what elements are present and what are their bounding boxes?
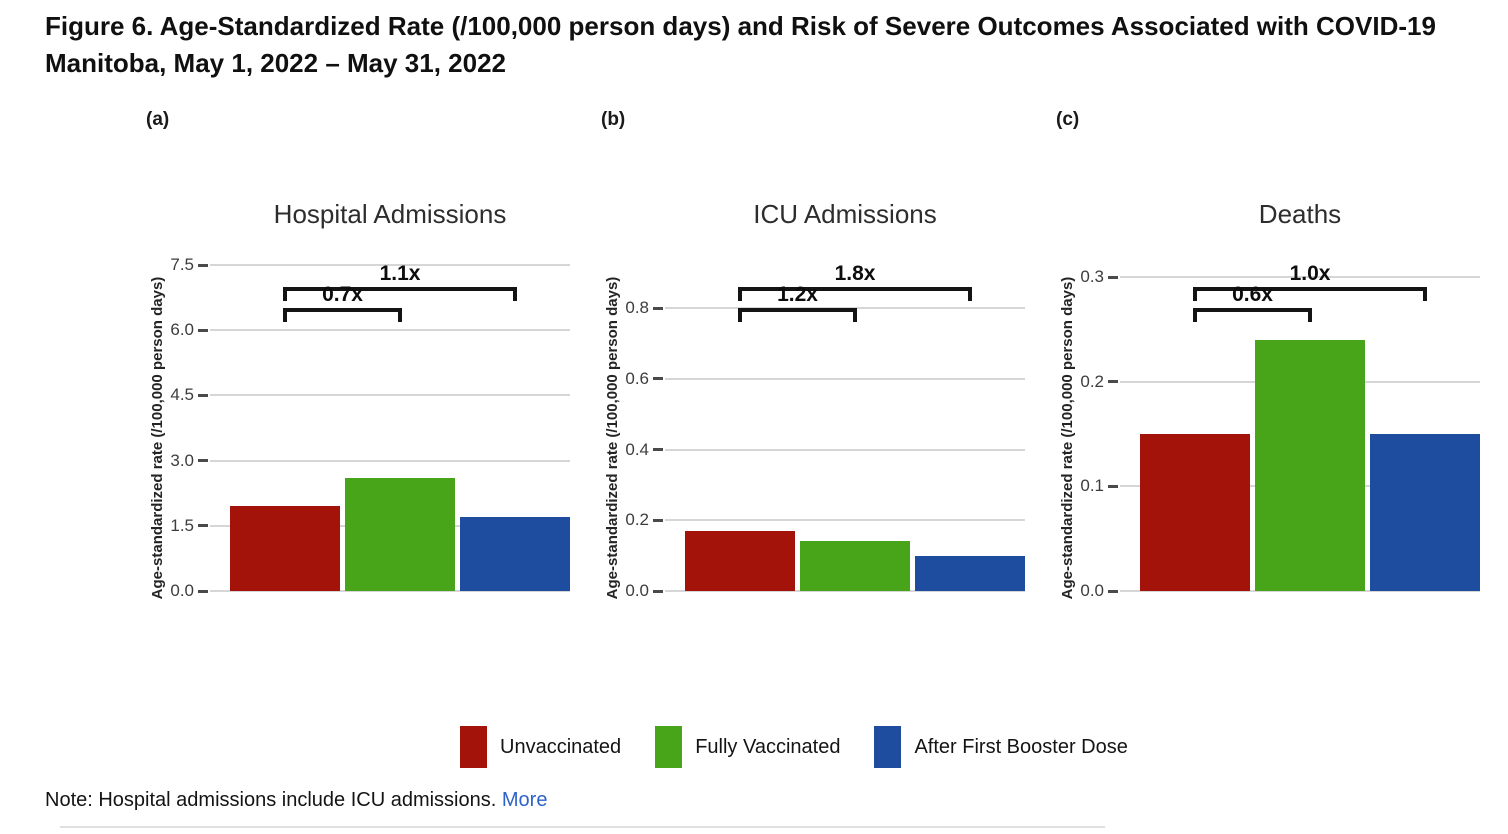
- y-tick-mark: [653, 377, 663, 381]
- legend-item-after-first-booster-dose: After First Booster Dose: [874, 726, 1128, 768]
- gridline: [210, 394, 570, 397]
- y-tick-mark: [198, 393, 208, 397]
- legend-label: After First Booster Dose: [914, 735, 1128, 758]
- figure-title-line2: Manitoba, May 1, 2022 – May 31, 2022: [45, 48, 507, 78]
- risk-ratio-bracket: [283, 308, 402, 322]
- bar-fully-vaccinated: [345, 477, 455, 591]
- y-tick-mark: [198, 524, 208, 528]
- y-tick-mark: [653, 518, 663, 522]
- risk-ratio-label: 0.6x: [1232, 283, 1273, 306]
- y-tick-mark: [198, 459, 208, 463]
- gridline: [210, 590, 570, 592]
- y-tick-label: 1.5: [170, 515, 194, 535]
- risk-ratio-bracket: [1193, 287, 1427, 301]
- y-tick-mark: [653, 589, 663, 593]
- y-tick-label: 0.4: [625, 439, 649, 459]
- risk-ratio-bracket: [1193, 308, 1312, 322]
- bar-after-first-booster-dose: [1370, 434, 1480, 591]
- y-tick-mark: [1108, 380, 1118, 384]
- note-more-link[interactable]: More: [501, 789, 548, 811]
- gridline: [210, 459, 570, 462]
- legend-label: Unvaccinated: [500, 735, 622, 758]
- legend-label: Fully Vaccinated: [695, 735, 841, 758]
- risk-ratio-bracket: [283, 287, 517, 301]
- gridline: [1120, 276, 1480, 278]
- bar-after-first-booster-dose: [460, 517, 570, 591]
- y-tick-label: 4.5: [170, 385, 194, 405]
- y-tick-label: 7.5: [170, 255, 194, 274]
- bar-unvaccinated: [685, 530, 795, 591]
- gridline: [665, 519, 1025, 522]
- bar-unvaccinated: [230, 506, 340, 591]
- y-tick-label: 0.3: [1080, 267, 1104, 286]
- y-tick-label: 3.0: [170, 450, 194, 470]
- y-tick-mark: [1108, 589, 1118, 593]
- gridline: [210, 264, 570, 266]
- chart-panel-b: (b) ICU Admissions Age-standardized rate (…: [585, 105, 1035, 670]
- chart-title-c: Deaths: [1258, 199, 1342, 229]
- y-tick-mark: [198, 328, 208, 332]
- y-tick-mark: [198, 263, 208, 267]
- chart-panel-c: (c) Deaths Age-standardized rate (/100,000…: [1040, 105, 1490, 670]
- legend-swatch-unvaccinated: [460, 726, 487, 768]
- risk-ratio-label: 1.8x: [834, 262, 876, 285]
- y-tick-label: 6.0: [170, 320, 194, 340]
- note-text: Note: Hospital admissions include ICU ad…: [45, 789, 497, 811]
- y-tick-label: 0.6: [625, 368, 649, 388]
- risk-ratio-label: 1.0x: [1289, 262, 1331, 285]
- y-tick-label: 0.1: [1080, 476, 1104, 496]
- y-axis-label-a: Age-standardized rate (/100,000 person d…: [149, 276, 166, 600]
- chart-title-b: ICU Admissions: [753, 199, 937, 229]
- y-tick-mark: [1108, 275, 1118, 279]
- bar-after-first-booster-dose: [915, 555, 1025, 591]
- figure-title: Figure 6. Age-Standardized Rate (/100,00…: [45, 8, 1490, 82]
- gridline: [665, 448, 1025, 451]
- y-tick-mark: [198, 589, 208, 593]
- gridline: [665, 590, 1025, 592]
- gridline: [1120, 590, 1480, 592]
- risk-ratio-label: 1.1x: [379, 262, 421, 285]
- y-tick-mark: [1108, 484, 1118, 488]
- y-tick-label: 0.2: [1080, 371, 1104, 391]
- bottom-divider: [60, 826, 1105, 828]
- y-tick-label: 0.2: [625, 510, 649, 530]
- legend-swatch-after-first-booster-dose: [874, 726, 902, 768]
- y-tick-mark: [653, 448, 663, 451]
- y-tick-label: 0.0: [1080, 581, 1104, 600]
- chart-title-a: Hospital Admissions: [273, 199, 507, 229]
- figure-title-line1: Figure 6. Age-Standardized Rate (/100,00…: [45, 11, 1436, 41]
- risk-ratio-label: 1.2x: [777, 283, 818, 306]
- figure-note: Note: Hospital admissions include ICU ad…: [45, 789, 547, 812]
- y-tick-label: 0.8: [625, 298, 649, 317]
- panel-label-c: (c): [1056, 109, 1080, 130]
- panel-label-b: (b): [601, 109, 626, 130]
- y-tick-mark: [653, 306, 663, 310]
- y-tick-label: 0.0: [170, 581, 194, 600]
- gridline: [210, 329, 570, 332]
- risk-ratio-bracket: [738, 308, 857, 322]
- gridline: [665, 377, 1025, 380]
- legend-item-unvaccinated: Unvaccinated: [460, 726, 621, 768]
- bar-fully-vaccinated: [1255, 339, 1365, 591]
- risk-ratio-bracket: [738, 287, 972, 301]
- y-tick-label: 0.0: [625, 581, 649, 600]
- y-axis-label-c: Age-standardized rate (/100,000 person d…: [1059, 276, 1076, 600]
- legend-item-fully-vaccinated: Fully Vaccinated: [655, 726, 840, 768]
- legend-swatch-fully-vaccinated: [655, 726, 683, 768]
- chart-panel-a: (a) Hospital Admissions Age-standardized r…: [130, 105, 580, 670]
- risk-ratio-label: 0.7x: [322, 283, 363, 306]
- bar-unvaccinated: [1140, 434, 1250, 591]
- chart-legend: Unvaccinated Fully Vaccinated After First …: [460, 726, 1128, 768]
- panel-label-a: (a): [146, 109, 170, 130]
- bar-fully-vaccinated: [800, 541, 910, 591]
